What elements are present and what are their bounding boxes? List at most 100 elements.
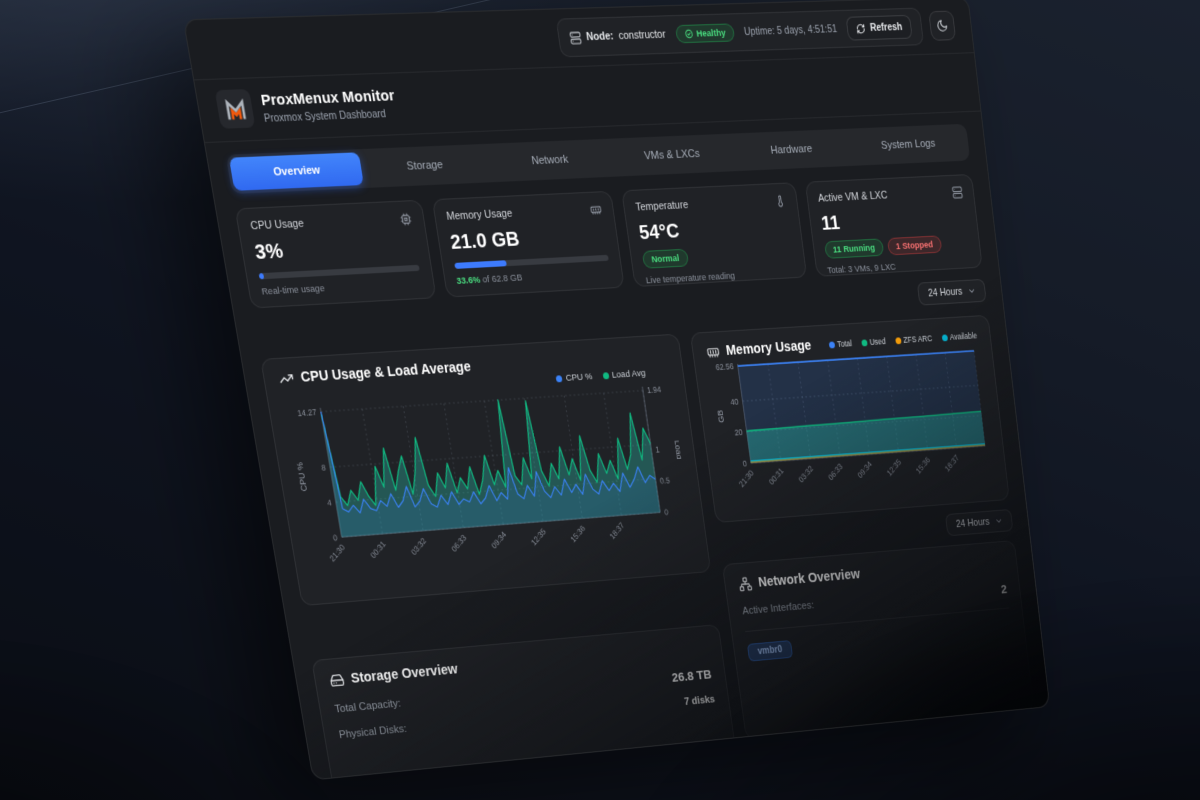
memory-chart-card: Memory Usage Total Used ZFS ARC Availabl… bbox=[689, 314, 1010, 523]
proxmenux-logo bbox=[214, 89, 256, 129]
temperature-status-badge: Normal bbox=[641, 248, 689, 269]
legend-load-avg: Load Avg bbox=[602, 368, 646, 381]
svg-text:21:30: 21:30 bbox=[737, 468, 755, 489]
vm-running-badge: 11 Running bbox=[823, 238, 884, 259]
memory-progress-fill bbox=[453, 260, 507, 269]
storage-capacity-label: Total Capacity: bbox=[333, 697, 402, 716]
svg-text:62.56: 62.56 bbox=[715, 362, 734, 373]
tab-system-logs[interactable]: System Logs bbox=[880, 137, 936, 152]
svg-text:8: 8 bbox=[321, 463, 327, 473]
node-info: Node: constructor bbox=[569, 28, 667, 44]
svg-text:12:35: 12:35 bbox=[529, 526, 547, 547]
storage-disks-value: 7 disks bbox=[683, 693, 716, 708]
svg-text:1.94: 1.94 bbox=[646, 385, 661, 395]
node-label: Node: bbox=[585, 30, 615, 44]
server-icon bbox=[569, 31, 582, 45]
svg-text:03:32: 03:32 bbox=[797, 464, 815, 485]
svg-text:0.5: 0.5 bbox=[659, 476, 670, 486]
memory-usage-card: Memory Usage 21.0 GB 33.6% of 62.8 GB bbox=[431, 190, 625, 298]
app-title: ProxMenux Monitor bbox=[259, 86, 396, 109]
server-stack-icon bbox=[951, 186, 963, 199]
interface-chip-vmbr0[interactable]: vmbr0 bbox=[746, 639, 794, 662]
moon-icon bbox=[936, 19, 949, 33]
svg-text:Load: Load bbox=[673, 440, 684, 460]
tab-vms-lxcs[interactable]: VMs & LXCs bbox=[643, 147, 701, 163]
temperature-card-title: Temperature bbox=[634, 199, 690, 214]
tab-hardware[interactable]: Hardware bbox=[769, 143, 813, 157]
legend-cpu-percent: CPU % bbox=[555, 371, 593, 384]
time-range-select[interactable]: 24 Hours bbox=[917, 278, 987, 306]
active-vm-lxc-card: Active VM & LXC 11 11 Running 1 Stopped … bbox=[804, 173, 983, 277]
uptime-text: Uptime: 5 days, 4:51:51 bbox=[743, 23, 838, 39]
svg-text:06:33: 06:33 bbox=[827, 461, 845, 482]
svg-text:18:37: 18:37 bbox=[608, 520, 626, 541]
temperature-footer: Live temperature reading bbox=[645, 270, 736, 287]
svg-text:03:32: 03:32 bbox=[409, 536, 428, 557]
memory-time-range-value: 24 Hours bbox=[955, 516, 991, 530]
svg-text:40: 40 bbox=[730, 397, 739, 407]
theme-toggle-button[interactable] bbox=[928, 10, 957, 41]
left-column: CPU Usage & Load Average CPU % Load Avg … bbox=[260, 333, 739, 781]
legend-used: Used bbox=[861, 336, 886, 347]
legend-available: Available bbox=[941, 331, 978, 343]
memory-percent: 33.6% bbox=[455, 274, 482, 287]
svg-text:1: 1 bbox=[655, 445, 660, 455]
cpu-usage-card: CPU Usage 3% Real-time usage bbox=[234, 199, 437, 309]
memory-time-range-select[interactable]: 24 Hours bbox=[945, 508, 1014, 537]
network-overview-card: Network Overview Active Interfaces: 2 vm… bbox=[721, 539, 1035, 740]
refresh-button[interactable]: Refresh bbox=[845, 14, 913, 41]
storage-overview-card: Storage Overview Total Capacity: 26.8 TB… bbox=[311, 624, 739, 781]
time-range-value: 24 Hours bbox=[927, 285, 963, 300]
vm-footer: Total: 3 VMs, 9 LXC bbox=[826, 261, 897, 277]
main-grid: CPU Usage & Load Average CPU % Load Avg … bbox=[260, 314, 1038, 781]
right-column: Memory Usage Total Used ZFS ARC Availabl… bbox=[689, 314, 1035, 740]
node-value: constructor bbox=[617, 28, 667, 43]
cpu-load-chart-card: CPU Usage & Load Average CPU % Load Avg … bbox=[260, 333, 712, 607]
svg-text:14.27: 14.27 bbox=[297, 407, 318, 418]
svg-text:00:31: 00:31 bbox=[369, 539, 388, 560]
legend-total: Total bbox=[828, 338, 852, 349]
used-legend-dot bbox=[861, 338, 868, 346]
storage-disks-label: Physical Disks: bbox=[338, 723, 408, 742]
temperature-value: 54°C bbox=[637, 219, 681, 245]
memory-value: 21.0 GB bbox=[448, 227, 521, 254]
available-legend-dot bbox=[941, 333, 948, 341]
total-legend-dot bbox=[828, 340, 836, 349]
health-badge: Healthy bbox=[674, 23, 736, 44]
cpu-card-title: CPU Usage bbox=[249, 217, 305, 233]
network-icon bbox=[738, 576, 753, 592]
svg-text:0: 0 bbox=[664, 507, 669, 517]
thermometer-icon bbox=[774, 195, 786, 208]
network-interfaces-value: 2 bbox=[1000, 581, 1008, 597]
zfs-arc-legend-dot bbox=[894, 336, 902, 344]
svg-text:15:36: 15:36 bbox=[914, 455, 932, 476]
brand-text: ProxMenux Monitor Proxmox System Dashboa… bbox=[260, 86, 399, 124]
network-interfaces-label: Active Interfaces: bbox=[741, 600, 815, 618]
svg-text:00:31: 00:31 bbox=[767, 466, 785, 487]
health-label: Healthy bbox=[695, 27, 727, 40]
cpu-value: 3% bbox=[253, 239, 285, 265]
vm-card-title: Active VM & LXC bbox=[817, 189, 889, 205]
app-subtitle: Proxmox System Dashboard bbox=[263, 107, 387, 125]
memory-card-title: Memory Usage bbox=[445, 207, 514, 223]
memory-of-total: of 62.8 GB bbox=[479, 272, 524, 286]
svg-text:21:30: 21:30 bbox=[328, 542, 347, 563]
memory-chart: 0 20 40 62.56 21:30 00:31 03:32 06:33 09:34 12:35… bbox=[715, 345, 995, 489]
cpu-progress-track bbox=[258, 264, 420, 280]
svg-text:09:34: 09:34 bbox=[489, 529, 508, 550]
tab-network[interactable]: Network bbox=[530, 153, 570, 168]
vm-stopped-badge: 1 Stopped bbox=[886, 235, 943, 256]
refresh-icon bbox=[855, 23, 865, 34]
refresh-label: Refresh bbox=[869, 21, 903, 34]
svg-text:09:34: 09:34 bbox=[856, 459, 874, 480]
tab-overview[interactable]: Overview bbox=[228, 152, 364, 191]
legend-zfs-arc: ZFS ARC bbox=[894, 333, 933, 345]
cpu-footer: Real-time usage bbox=[260, 283, 326, 298]
hard-drive-icon bbox=[329, 672, 346, 689]
tab-storage[interactable]: Storage bbox=[405, 159, 444, 173]
cpu-icon bbox=[399, 212, 413, 226]
svg-text:18:37: 18:37 bbox=[943, 453, 960, 474]
storage-title: Storage Overview bbox=[349, 661, 459, 687]
cpu-load-chart: 0 4 8 14.27 0 0.5 1 1.94 21:30 00:31 03:32 06:33 09:… bbox=[295, 379, 684, 563]
